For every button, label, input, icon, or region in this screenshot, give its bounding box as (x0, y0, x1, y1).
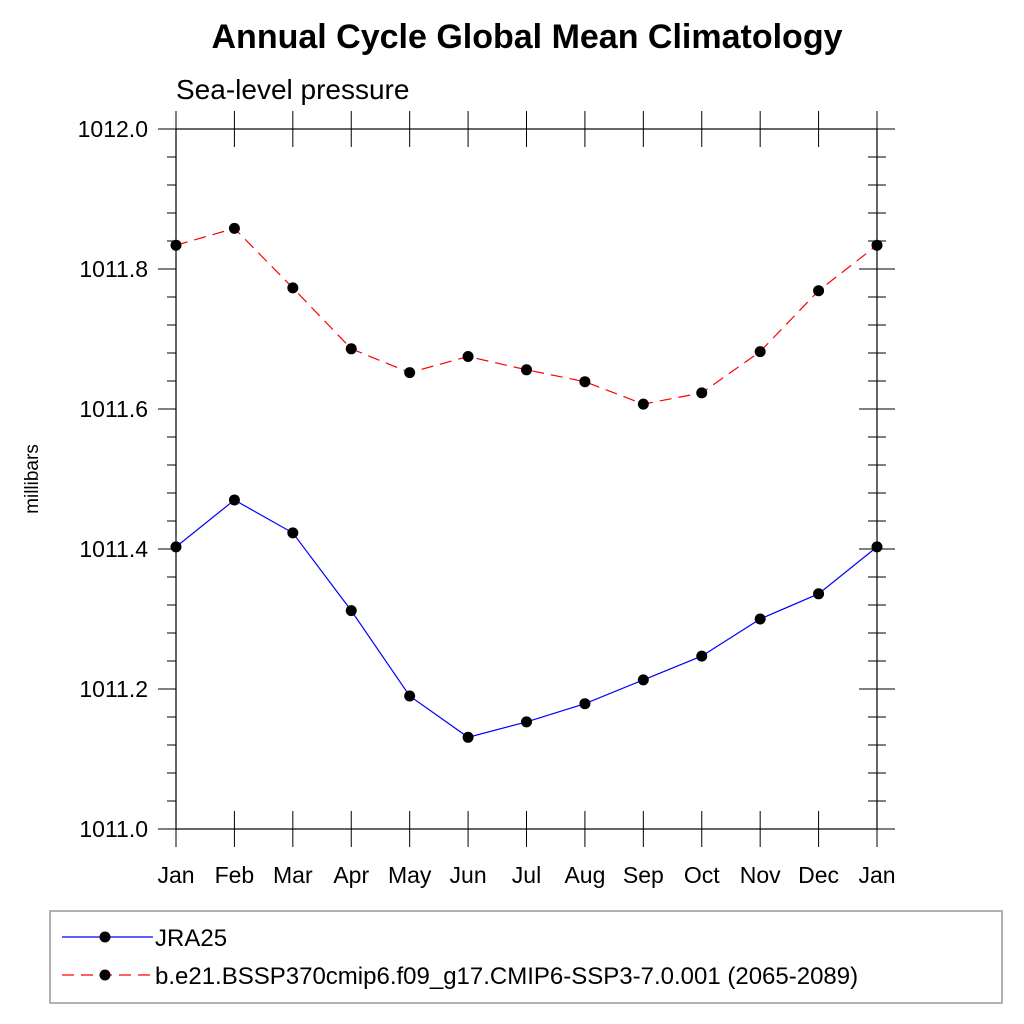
x-tick-label: Jan (157, 862, 194, 888)
legend-marker-2 (99, 969, 111, 981)
series-2-point (754, 346, 766, 358)
legend-entries: JRA25 b.e21.BSSP370cmip6.f09_g17.CMIP6-SS… (62, 925, 858, 990)
series-2-point (287, 282, 299, 294)
x-tick-labels: Jan Feb Mar Apr May Jun Jul Aug Sep Oct Nov Dec Jan (157, 862, 895, 888)
series-1-point (287, 527, 299, 539)
x-tick-label: May (388, 862, 432, 888)
x-tick-label: Jan (858, 862, 895, 888)
series-2-point (696, 387, 708, 399)
series-layer (170, 222, 883, 743)
series-1-point (813, 588, 825, 600)
series-1-point (521, 716, 532, 728)
x-tick-label: Aug (564, 862, 605, 888)
series-2-point (579, 376, 591, 388)
y-tick-label: 1011.2 (79, 676, 148, 702)
series-1-point (345, 605, 357, 617)
chart-subtitle: Sea-level pressure (176, 74, 409, 105)
series-1-point (228, 494, 240, 506)
x-tick-label: Sep (623, 862, 664, 888)
series-1-point (404, 690, 416, 702)
legend: JRA25 b.e21.BSSP370cmip6.f09_g17.CMIP6-SS… (49, 910, 1003, 1004)
legend-box (49, 910, 1003, 1004)
x-tick-label: Jun (450, 862, 487, 888)
series-1-point (637, 674, 649, 686)
series-1-point (462, 731, 474, 743)
series-2-point (813, 285, 825, 297)
legend-label-1: JRA25 (155, 925, 227, 952)
x-tick-label: Mar (273, 862, 313, 888)
series-2-point (637, 398, 649, 410)
legend-marker-1 (99, 931, 111, 943)
series-1-point (579, 698, 591, 710)
series-2-point (228, 222, 240, 234)
series-1-point (696, 650, 708, 662)
y-axis-label: millibars (22, 444, 43, 514)
x-tick-label: Dec (798, 862, 839, 888)
axis-ticks (158, 111, 895, 847)
x-tick-label: Nov (740, 862, 781, 888)
series-line-1 (175, 499, 878, 738)
x-tick-label: Feb (215, 862, 255, 888)
series-line-2 (175, 227, 878, 405)
legend-label-2: b.e21.BSSP370cmip6.f09_g17.CMIP6-SSP3-7.… (155, 963, 858, 990)
y-tick-label: 1011.4 (79, 536, 148, 562)
y-tick-label: 1011.8 (79, 256, 148, 282)
x-tick-label: Apr (333, 862, 369, 888)
series-2-point (345, 343, 357, 355)
x-tick-label: Jul (512, 862, 541, 888)
x-tick-label: Oct (684, 862, 720, 888)
plot-frame (175, 128, 878, 830)
y-tick-label: 1012.0 (78, 116, 148, 142)
series-1-point (754, 613, 766, 625)
series-2-point (404, 367, 416, 379)
series-2-point (462, 351, 474, 362)
y-tick-label: 1011.6 (79, 396, 148, 422)
y-tick-labels: 1011.0 1011.2 1011.4 1011.6 1011.8 1012.0 (78, 116, 149, 842)
chart-title: Annual Cycle Global Mean Climatology (212, 18, 843, 56)
y-tick-label: 1011.0 (79, 816, 148, 842)
series-2-point (521, 364, 532, 376)
